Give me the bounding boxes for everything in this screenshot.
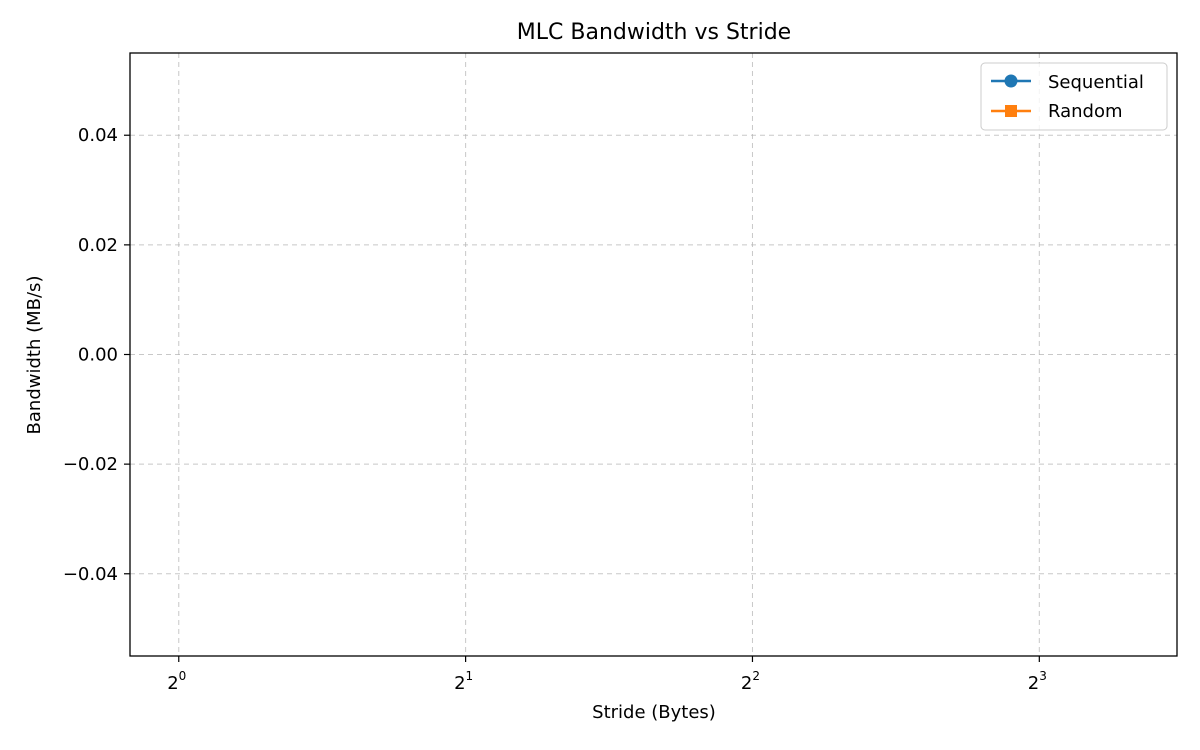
x-tick-label: 20 [167,669,186,694]
x-tick-base: 2 [741,673,752,694]
legend-label-sequential: Sequential [1048,72,1144,93]
y-tick-label: 0.02 [78,235,118,256]
y-tick-label: −0.02 [63,454,118,475]
legend-marker-square [1005,105,1017,117]
legend-marker-circle [1004,74,1018,88]
y-tick-label: 0.04 [78,125,118,146]
x-tick-base: 2 [167,673,178,694]
y-axis-ticks: 0.04 0.02 0.00 −0.02 −0.04 [63,125,130,585]
x-tick-label: 23 [1028,669,1047,694]
x-tick-base: 2 [1028,673,1039,694]
x-tick-exponent: 3 [1039,669,1047,683]
legend-label-random: Random [1048,101,1123,122]
plot-frame [129,52,1178,657]
y-tick-label: 0.00 [78,345,118,366]
x-tick-label: 22 [741,669,760,694]
y-axis-label: Bandwidth (MB/s) [24,276,45,435]
x-tick-label: 21 [454,669,473,694]
x-tick-base: 2 [454,673,465,694]
legend: Sequential Random [980,62,1168,131]
x-axis-label: Stride (Bytes) [592,702,716,723]
x-tick-exponent: 0 [179,669,187,683]
legend-entry-sequential: Sequential [991,72,1144,93]
x-axis-ticks: 20 21 22 23 [167,656,1047,694]
x-tick-exponent: 2 [752,669,760,683]
x-tick-exponent: 1 [466,669,474,683]
grid-lines [130,53,1177,656]
legend-entry-random: Random [991,101,1123,122]
y-tick-label: −0.04 [63,564,118,585]
chart-title: MLC Bandwidth vs Stride [517,20,791,45]
